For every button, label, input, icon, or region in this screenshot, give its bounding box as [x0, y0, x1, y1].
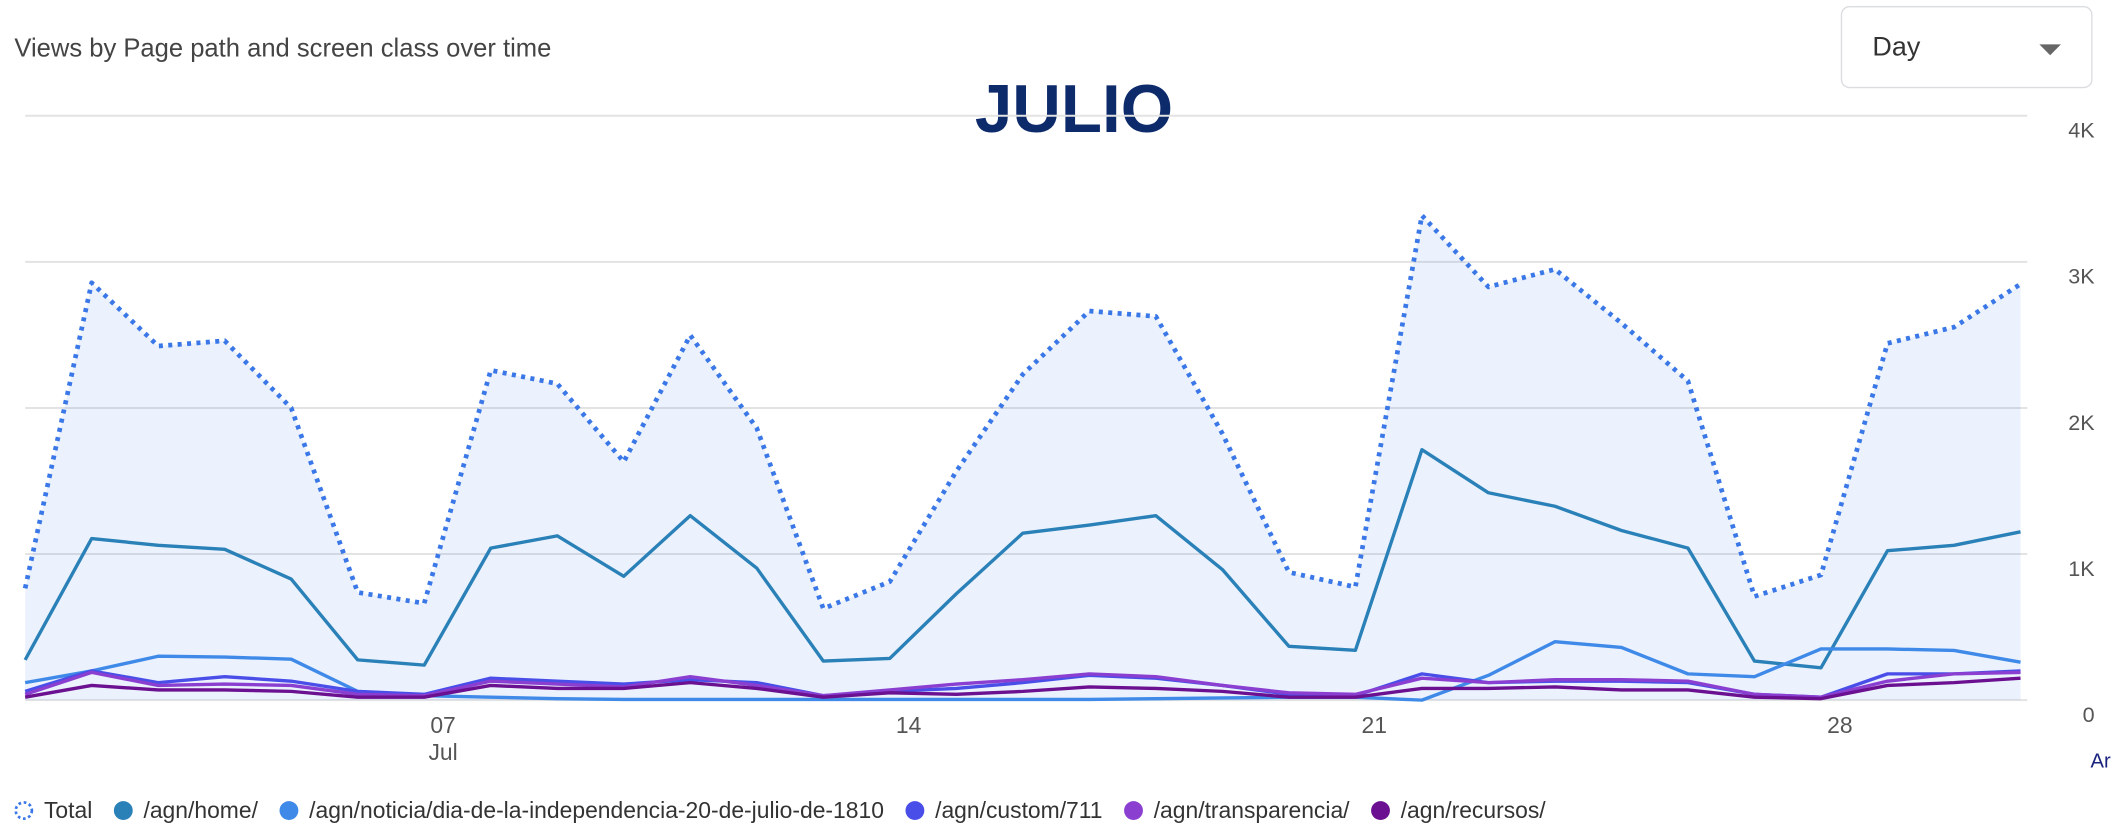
x-tick-label: 14	[896, 712, 922, 738]
area	[25, 215, 2021, 701]
y-tick-label: 3K	[2068, 265, 2095, 289]
chart-subtitle: Views by Page path and screen class over…	[14, 35, 551, 63]
legend-label: /agn/transparencia/	[1154, 797, 1350, 823]
legend-label: Total	[44, 797, 92, 823]
legend-icon	[279, 801, 299, 820]
dropdown-box[interactable]	[1840, 6, 2093, 89]
y-tick-label: 0	[2083, 703, 2095, 727]
corner-text: Ar	[2091, 750, 2111, 772]
y-tick-label: 1K	[2068, 557, 2095, 581]
line	[23, 448, 2021, 670]
chart-title: JULIO	[975, 72, 1173, 147]
legend-item: /agn/custom/711	[905, 797, 1103, 823]
x-tick-label: 07	[430, 712, 455, 738]
legend-icon	[14, 801, 34, 820]
legend-label: /agn/recursos/	[1401, 797, 1547, 823]
legend-icon	[1124, 801, 1143, 820]
dropdown-caret[interactable]	[2039, 44, 2061, 56]
legend-label: /agn/custom/711	[935, 797, 1102, 823]
legend-item: /agn/recursos/	[1371, 797, 1546, 823]
legend-item: /agn/home/	[113, 797, 259, 823]
y-tick-label: 4K	[2068, 119, 2095, 143]
dropdown-label[interactable]: Day	[1872, 32, 1920, 62]
period-dropdown[interactable]: Day	[1840, 6, 2093, 89]
x-tick-label: 21	[1362, 712, 1387, 738]
legend-icon	[1371, 801, 1390, 820]
x-sublabel: Jul	[428, 739, 457, 765]
line	[22, 213, 2022, 611]
legend-icon	[113, 801, 133, 820]
legend-item: Total	[14, 797, 92, 823]
x-tick-label: 28	[1827, 712, 1852, 738]
legend-label: /agn/noticia/dia-de-la-independencia-20-…	[309, 797, 884, 823]
legend-icon	[905, 801, 925, 820]
line	[24, 670, 2021, 699]
legend-item: /agn/transparencia/	[1124, 797, 1350, 823]
y-tick-label: 2K	[2068, 411, 2095, 435]
line	[24, 676, 2021, 701]
legend-label: /agn/home/	[143, 797, 258, 823]
legend-item: /agn/noticia/dia-de-la-independencia-20-…	[279, 797, 884, 823]
